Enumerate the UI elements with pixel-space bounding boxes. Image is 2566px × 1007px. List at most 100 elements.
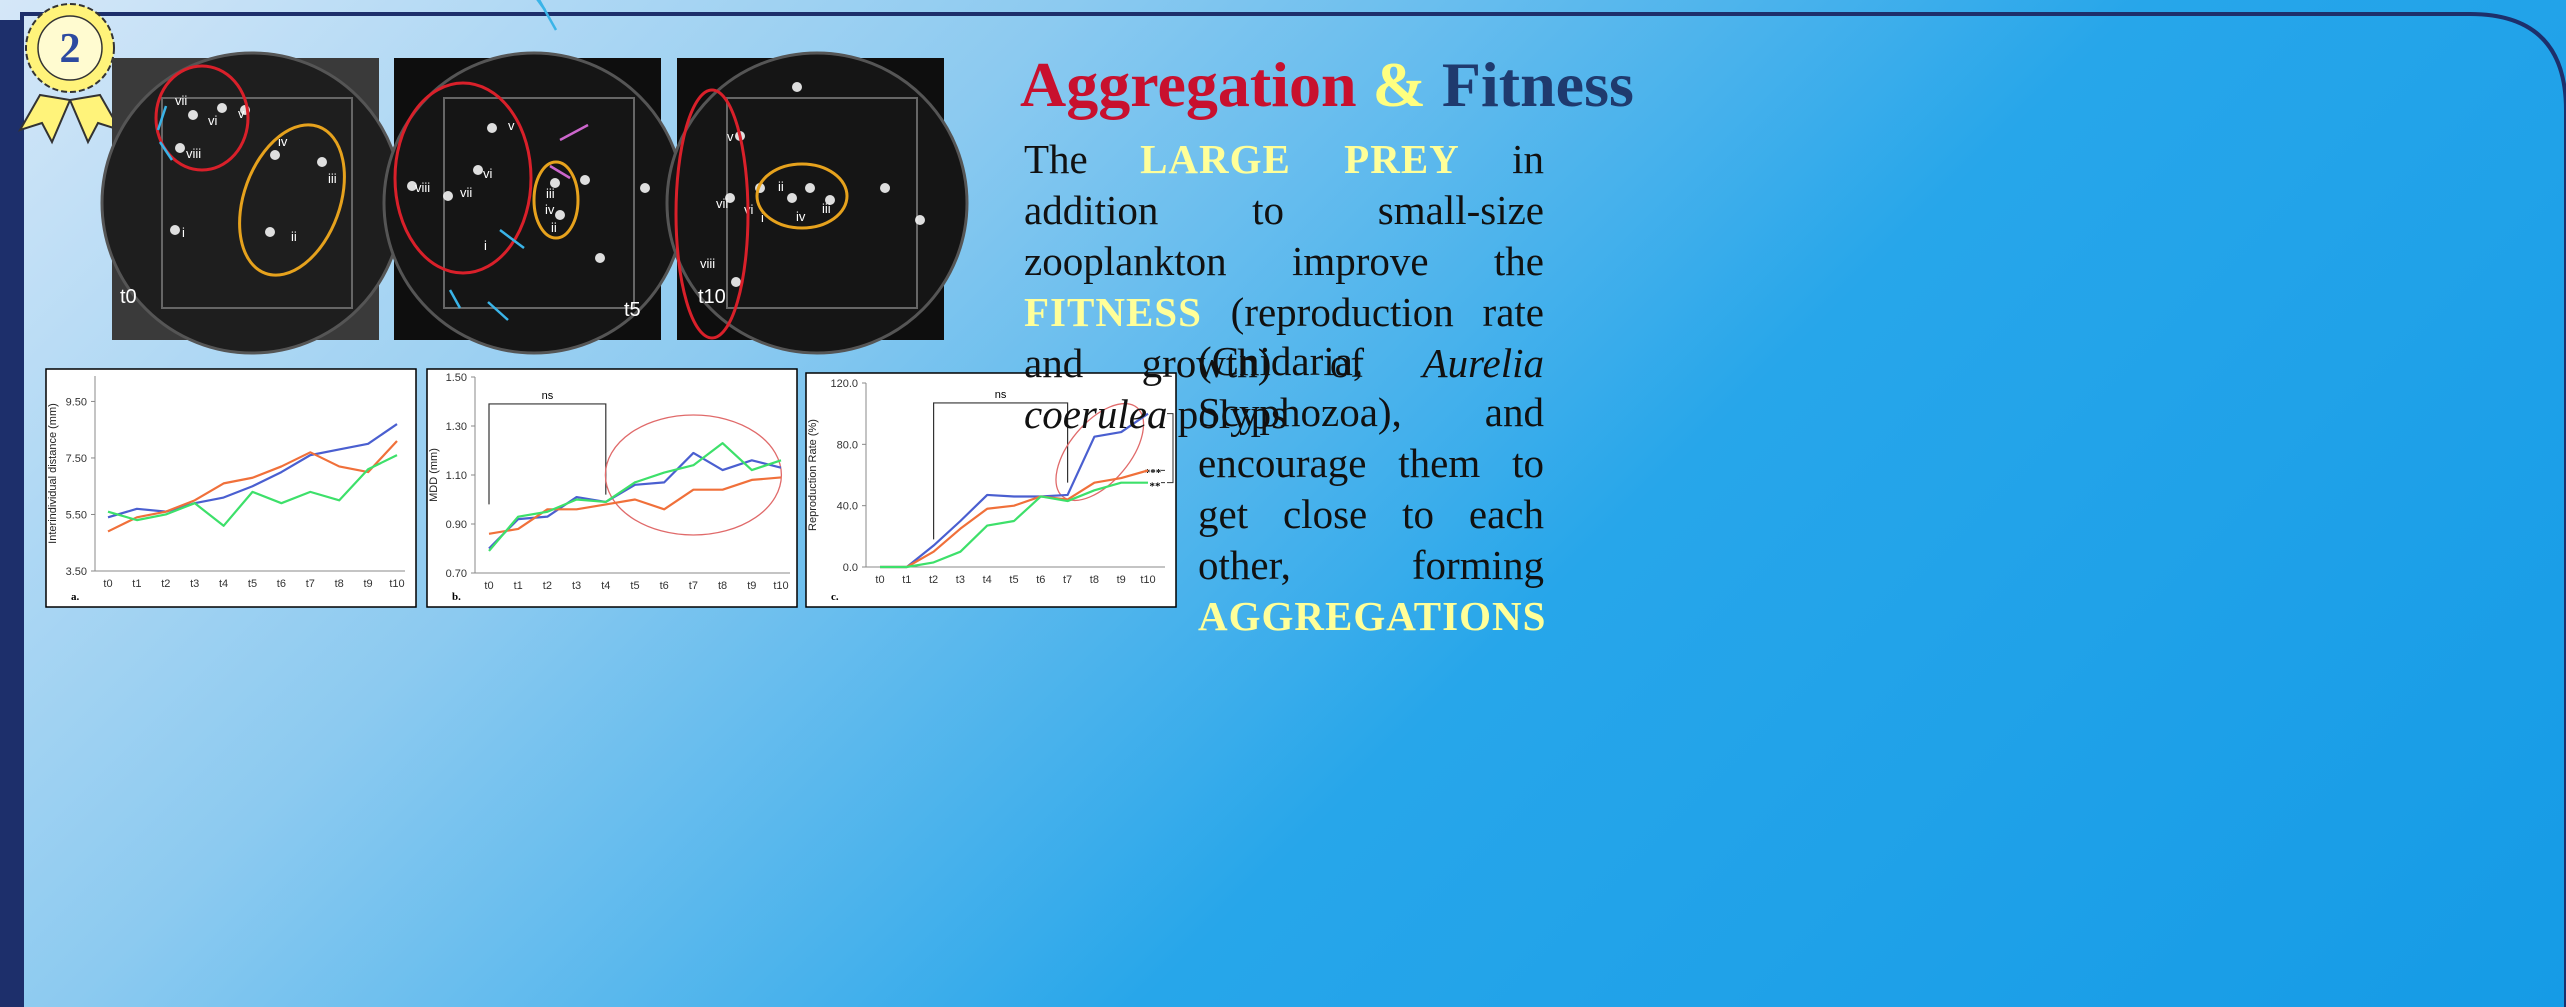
x-tick-label: t3 [572,580,581,592]
x-tick-label: t5 [1009,574,1018,586]
polyp-label: ii [778,179,784,194]
y-tick-label: 3.50 [66,566,87,578]
polyp [443,191,453,201]
title-part: Fitness [1442,49,1634,120]
text-segment: (Cnidaria, Scyphozoa), and encourage the… [1198,338,1544,588]
x-tick-label: t10 [389,578,404,590]
polyp-label: ii [551,220,557,235]
y-axis-title: MDD (mm) [428,448,440,502]
time-label: t10 [698,286,726,308]
y-axis-title: Interindividual distance (mm) [47,403,59,544]
y-tick-label: 40.0 [837,501,858,513]
x-tick-label: t5 [630,580,639,592]
x-tick-label: t3 [190,578,199,590]
polyp [265,227,275,237]
y-tick-label: 80.0 [837,439,858,451]
polyp-label: vi [208,113,218,128]
time-label: t0 [120,286,137,308]
polyp-label: vii [716,196,728,211]
x-tick-label: t7 [689,580,698,592]
x-tick-label: t4 [219,578,228,590]
polyp-label: iii [822,201,831,216]
y-axis-title: Reproduction Rate (%) [807,419,819,531]
text-segment: AGGREGATIONS [1198,593,1546,639]
polyp-label: viii [700,256,715,271]
x-tick-label: t8 [335,578,344,590]
polyp [317,157,327,167]
polyp-label: v [508,118,515,133]
panel-letter: c. [831,591,839,603]
polyp-label: iii [328,171,337,186]
significance: *** [1145,467,1162,479]
text-segment: FITNESS [1024,289,1202,335]
y-tick-label: 120.0 [830,378,858,390]
polyp-label: i [182,225,185,240]
x-tick-label: t7 [306,578,315,590]
polyp [880,183,890,193]
x-tick-label: t8 [1090,574,1099,586]
x-tick-label: t10 [773,580,788,592]
x-tick-label: t8 [718,580,727,592]
polyp [580,175,590,185]
polyp-label: v [238,106,245,121]
paragraph-tail: (Cnidaria, Scyphozoa), and encourage the… [1198,336,1544,642]
x-tick-label: t3 [956,574,965,586]
x-tick-label: t2 [161,578,170,590]
y-tick-label: 1.10 [446,470,467,482]
x-tick-label: t6 [277,578,286,590]
y-tick-label: 9.50 [66,396,87,408]
polyp [805,183,815,193]
polyp [270,150,280,160]
polyp-label: vii [460,185,472,200]
significance: ** [1150,481,1162,493]
polyp [170,225,180,235]
polyp [640,183,650,193]
x-tick-label: t2 [543,580,552,592]
panel-letter: a. [71,591,80,603]
x-tick-label: t6 [660,580,669,592]
title: Aggregation & Fitness [1020,48,1550,122]
badge-number: 2 [60,26,81,72]
polyp [595,253,605,263]
title-part: Aggregation [1020,49,1357,120]
polyp [175,143,185,153]
left-strip [0,20,20,1007]
y-tick-label: 0.0 [843,562,858,574]
polyp-label: ii [291,229,297,244]
x-tick-label: t2 [929,574,938,586]
polyp [188,110,198,120]
x-tick-label: t1 [514,580,523,592]
x-tick-label: t9 [1117,574,1126,586]
x-tick-label: t9 [364,578,373,590]
y-tick-label: 1.30 [446,421,467,433]
x-tick-label: t6 [1036,574,1045,586]
polyp [473,165,483,175]
polyp-label: viii [415,180,430,195]
x-tick-label: t0 [103,578,112,590]
polyp [487,123,497,133]
y-tick-label: 7.50 [66,453,87,465]
x-tick-label: t9 [747,580,756,592]
annotation: ns [995,389,1007,401]
x-tick-label: t4 [983,574,992,586]
polyp-label: iv [796,209,806,224]
polyp-label: iii [546,186,555,201]
title-part: & [1373,49,1426,120]
polyp-label: v [727,129,734,144]
chart-frame [427,369,797,607]
x-tick-label: t0 [484,580,493,592]
badge: 2 [20,4,120,142]
y-tick-label: 0.70 [446,568,467,580]
polyp-label: vii [175,93,187,108]
page: 2 viivivviiiiviiiiiit0vviviiviiiiiiiviii… [0,0,2566,1007]
polyp-label: iv [545,202,555,217]
polyp-label: vi [483,166,493,181]
text-segment: The [1024,136,1140,182]
x-tick-label: t10 [1140,574,1155,586]
annotation: ns [542,390,554,402]
x-tick-label: t1 [902,574,911,586]
y-tick-label: 1.50 [446,372,467,384]
y-tick-label: 5.50 [66,509,87,521]
x-tick-label: t5 [248,578,257,590]
x-tick-label: t1 [132,578,141,590]
